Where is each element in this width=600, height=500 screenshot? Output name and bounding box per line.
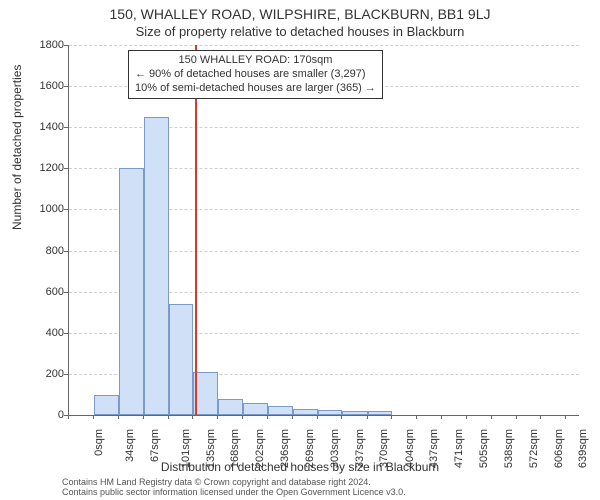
x-tick-mark — [441, 415, 442, 419]
histogram-bar — [368, 411, 392, 415]
y-tick-mark — [64, 45, 68, 46]
y-tick-label: 600 — [4, 286, 64, 298]
y-tick-mark — [64, 374, 68, 375]
x-tick-mark — [93, 415, 94, 419]
y-tick-mark — [64, 209, 68, 210]
x-tick-mark — [68, 415, 69, 419]
x-tick-mark — [341, 415, 342, 419]
y-tick-mark — [64, 251, 68, 252]
x-tick-mark — [118, 415, 119, 419]
histogram-bar — [342, 411, 367, 415]
histogram-bar — [193, 372, 218, 415]
histogram-bar — [293, 409, 318, 415]
x-axis-label: Distribution of detached houses by size … — [0, 460, 600, 474]
histogram-bar — [169, 304, 193, 415]
y-tick-label: 1000 — [4, 203, 64, 215]
x-tick-mark — [242, 415, 243, 419]
x-tick-label: 0sqm — [93, 429, 105, 456]
x-tick-mark — [267, 415, 268, 419]
gridline-horizontal — [69, 45, 579, 46]
x-tick-mark — [466, 415, 467, 419]
x-tick-mark — [168, 415, 169, 419]
y-tick-mark — [64, 86, 68, 87]
x-tick-mark — [292, 415, 293, 419]
x-tick-mark — [540, 415, 541, 419]
y-tick-mark — [64, 168, 68, 169]
histogram-bar — [318, 410, 342, 415]
x-tick-mark — [416, 415, 417, 419]
histogram-bar — [144, 117, 169, 415]
x-tick-mark — [317, 415, 318, 419]
annotation-box: 150 WHALLEY ROAD: 170sqm← 90% of detache… — [128, 50, 383, 99]
x-tick-mark — [565, 415, 566, 419]
histogram-bar — [94, 395, 118, 415]
page-subtitle: Size of property relative to detached ho… — [0, 24, 600, 39]
x-tick-mark — [192, 415, 193, 419]
y-tick-mark — [64, 292, 68, 293]
y-tick-mark — [64, 333, 68, 334]
x-tick-label: 34sqm — [124, 429, 136, 462]
attribution-line: Contains public sector information licen… — [62, 488, 406, 498]
x-tick-mark — [143, 415, 144, 419]
y-tick-label: 1600 — [4, 80, 64, 92]
y-tick-label: 200 — [4, 368, 64, 380]
page-title: 150, WHALLEY ROAD, WILPSHIRE, BLACKBURN,… — [0, 6, 600, 22]
chart-plot-area — [68, 45, 579, 416]
y-tick-label: 1200 — [4, 162, 64, 174]
y-tick-mark — [64, 127, 68, 128]
x-tick-mark — [367, 415, 368, 419]
histogram-bar — [243, 403, 267, 415]
reference-line — [195, 45, 197, 415]
y-tick-label: 800 — [4, 245, 64, 257]
annotation-line: ← 90% of detached houses are smaller (3,… — [135, 68, 376, 82]
annotation-line: 150 WHALLEY ROAD: 170sqm — [135, 54, 376, 68]
y-tick-label: 0 — [4, 409, 64, 421]
x-tick-mark — [516, 415, 517, 419]
data-attribution: Contains HM Land Registry data © Crown c… — [62, 478, 406, 498]
y-tick-label: 1800 — [4, 39, 64, 51]
histogram-bar — [218, 399, 243, 415]
y-tick-label: 1400 — [4, 121, 64, 133]
x-tick-mark — [391, 415, 392, 419]
x-tick-mark — [217, 415, 218, 419]
x-tick-mark — [491, 415, 492, 419]
histogram-bar — [119, 168, 144, 415]
histogram-bar — [268, 406, 293, 415]
annotation-line: 10% of semi-detached houses are larger (… — [135, 82, 376, 96]
x-tick-label: 67sqm — [149, 429, 161, 462]
y-tick-label: 400 — [4, 327, 64, 339]
